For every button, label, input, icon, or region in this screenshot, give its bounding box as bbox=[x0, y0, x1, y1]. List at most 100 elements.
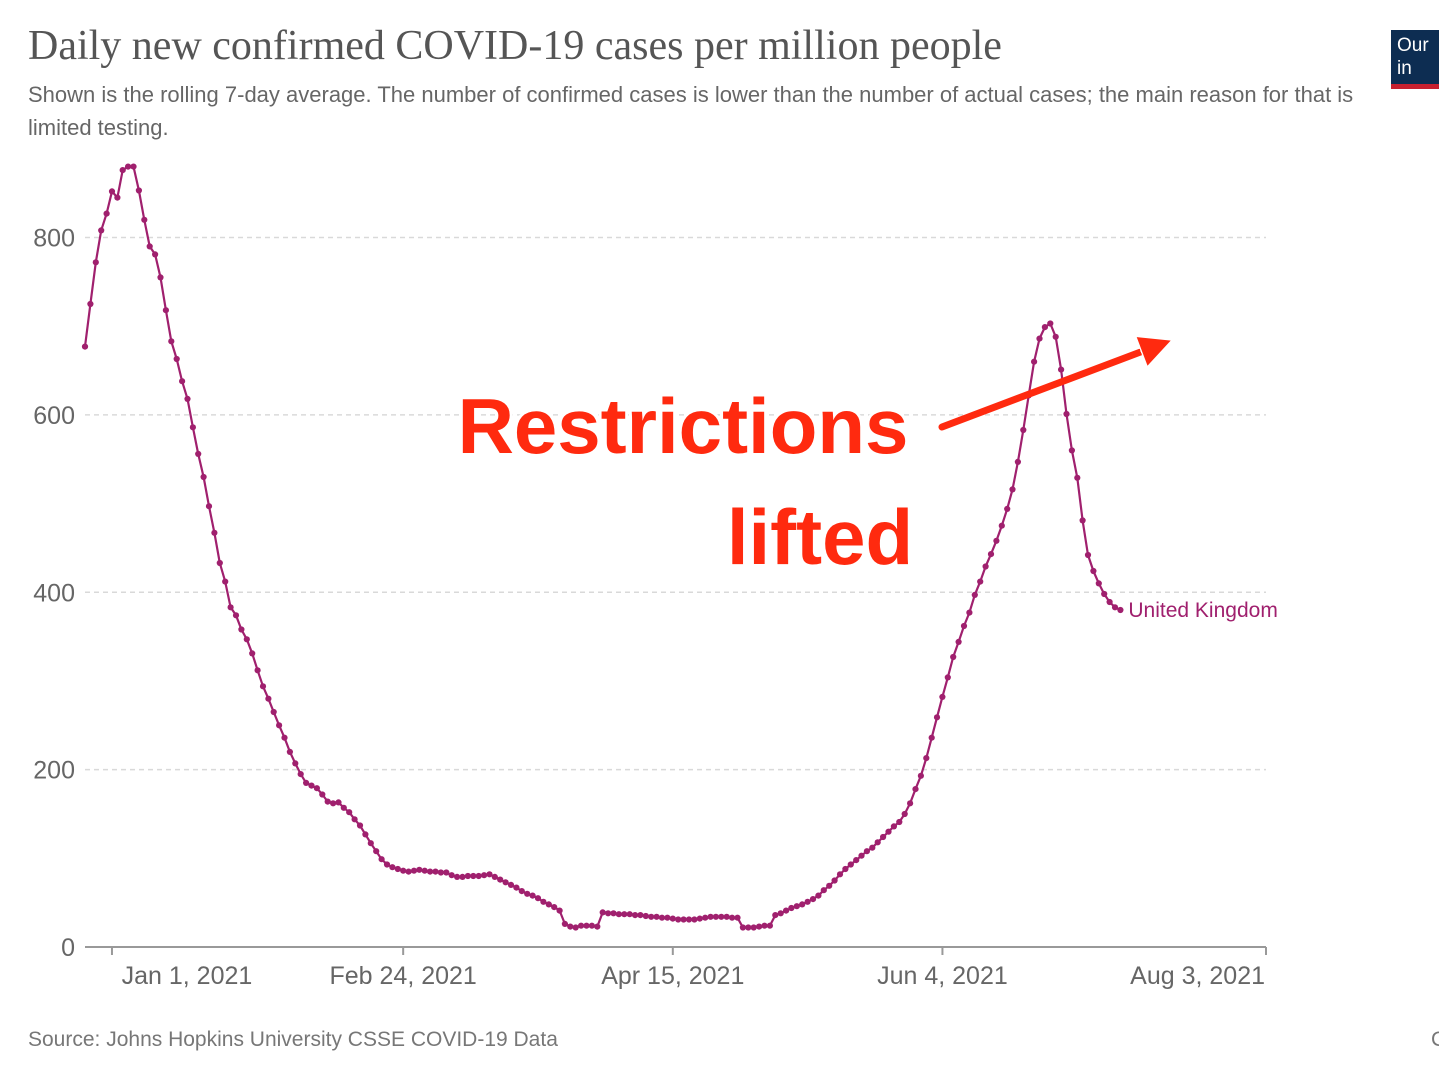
data-point-14 bbox=[157, 274, 164, 281]
data-point-65 bbox=[432, 868, 439, 875]
data-point-91 bbox=[572, 924, 579, 931]
data-point-103 bbox=[637, 912, 644, 919]
data-point-121 bbox=[734, 914, 741, 921]
data-point-6 bbox=[114, 194, 121, 201]
data-point-190 bbox=[1106, 598, 1113, 606]
data-point-156 bbox=[923, 755, 930, 762]
data-point-17 bbox=[173, 355, 180, 363]
data-point-138 bbox=[826, 882, 833, 889]
data-point-4 bbox=[103, 210, 110, 217]
data-point-105 bbox=[648, 913, 655, 920]
data-point-64 bbox=[427, 868, 434, 875]
data-point-174 bbox=[1020, 426, 1027, 434]
data-point-188 bbox=[1095, 580, 1102, 587]
data-point-67 bbox=[443, 869, 450, 876]
data-point-48 bbox=[340, 804, 347, 811]
x-tick-label-1: Feb 24, 2021 bbox=[329, 962, 476, 990]
data-point-79 bbox=[507, 881, 515, 889]
data-point-41 bbox=[303, 779, 310, 787]
chart-subtitle: Shown is the rolling 7-day average. The … bbox=[28, 82, 1354, 140]
data-point-20 bbox=[189, 424, 196, 431]
annotation-line-1: Restrictions bbox=[458, 382, 909, 470]
data-point-134 bbox=[804, 898, 811, 905]
data-point-112 bbox=[685, 916, 693, 923]
data-point-33 bbox=[259, 683, 267, 690]
data-point-162 bbox=[955, 638, 962, 646]
data-point-185 bbox=[1079, 517, 1086, 524]
data-point-126 bbox=[761, 922, 768, 929]
data-point-113 bbox=[691, 916, 698, 923]
logo-line-1: Our bbox=[1397, 35, 1429, 56]
data-point-51 bbox=[356, 822, 364, 829]
data-point-170 bbox=[998, 522, 1005, 529]
data-point-177 bbox=[1036, 335, 1043, 342]
data-point-25 bbox=[216, 559, 223, 567]
owid-logo[interactable]: Our in bbox=[1391, 30, 1439, 89]
data-point-53 bbox=[367, 840, 374, 847]
data-point-84 bbox=[534, 895, 542, 902]
data-point-108 bbox=[664, 914, 671, 921]
data-point-131 bbox=[788, 904, 795, 912]
data-point-13 bbox=[152, 251, 159, 258]
data-point-127 bbox=[766, 922, 774, 929]
data-point-124 bbox=[750, 924, 757, 931]
data-point-141 bbox=[842, 865, 849, 873]
data-point-168 bbox=[987, 551, 995, 558]
data-point-83 bbox=[529, 892, 536, 899]
data-point-181 bbox=[1058, 366, 1065, 373]
data-point-157 bbox=[928, 734, 935, 741]
data-point-148 bbox=[880, 833, 887, 841]
data-point-117 bbox=[712, 913, 720, 920]
corner-text: C bbox=[1431, 1028, 1439, 1051]
data-point-123 bbox=[745, 924, 752, 931]
data-point-95 bbox=[594, 923, 601, 930]
data-point-182 bbox=[1063, 410, 1070, 418]
data-point-5 bbox=[108, 188, 116, 195]
data-point-47 bbox=[335, 799, 342, 806]
data-point-158 bbox=[933, 714, 941, 721]
data-point-128 bbox=[772, 912, 779, 919]
data-point-152 bbox=[901, 810, 908, 818]
data-point-94 bbox=[588, 922, 596, 929]
data-point-37 bbox=[281, 734, 288, 741]
data-point-180 bbox=[1052, 333, 1059, 340]
data-point-176 bbox=[1031, 358, 1038, 365]
source-note: Source: Johns Hopkins University CSSE CO… bbox=[28, 1028, 558, 1051]
data-point-97 bbox=[605, 910, 612, 917]
data-point-82 bbox=[524, 890, 531, 897]
data-point-39 bbox=[292, 760, 299, 767]
data-point-115 bbox=[702, 914, 709, 921]
data-point-160 bbox=[944, 674, 951, 681]
data-point-49 bbox=[346, 809, 353, 816]
logo-line-2: in bbox=[1397, 58, 1412, 79]
data-point-122 bbox=[739, 924, 747, 931]
data-point-142 bbox=[847, 861, 854, 868]
data-point-85 bbox=[540, 898, 547, 905]
data-point-0 bbox=[81, 343, 89, 350]
data-point-163 bbox=[960, 622, 968, 630]
data-point-10 bbox=[135, 187, 142, 194]
series-line-0 bbox=[83, 165, 1121, 929]
data-point-46 bbox=[330, 800, 337, 807]
data-point-132 bbox=[793, 903, 800, 910]
data-point-58 bbox=[394, 865, 401, 873]
data-point-147 bbox=[874, 839, 881, 846]
data-point-187 bbox=[1090, 567, 1097, 575]
data-point-57 bbox=[389, 864, 396, 871]
data-point-7 bbox=[119, 167, 126, 174]
data-point-28 bbox=[232, 612, 240, 619]
data-point-87 bbox=[551, 904, 558, 911]
data-point-55 bbox=[378, 856, 385, 863]
data-point-179 bbox=[1047, 320, 1054, 327]
data-point-191 bbox=[1111, 604, 1119, 611]
data-point-159 bbox=[939, 693, 946, 701]
data-point-116 bbox=[707, 913, 714, 920]
data-point-169 bbox=[993, 537, 1000, 544]
data-point-78 bbox=[502, 879, 509, 886]
data-point-139 bbox=[831, 877, 838, 884]
data-point-80 bbox=[513, 884, 520, 891]
data-point-143 bbox=[853, 857, 860, 864]
data-point-35 bbox=[270, 708, 277, 716]
data-point-114 bbox=[696, 915, 703, 922]
data-point-22 bbox=[200, 473, 207, 481]
